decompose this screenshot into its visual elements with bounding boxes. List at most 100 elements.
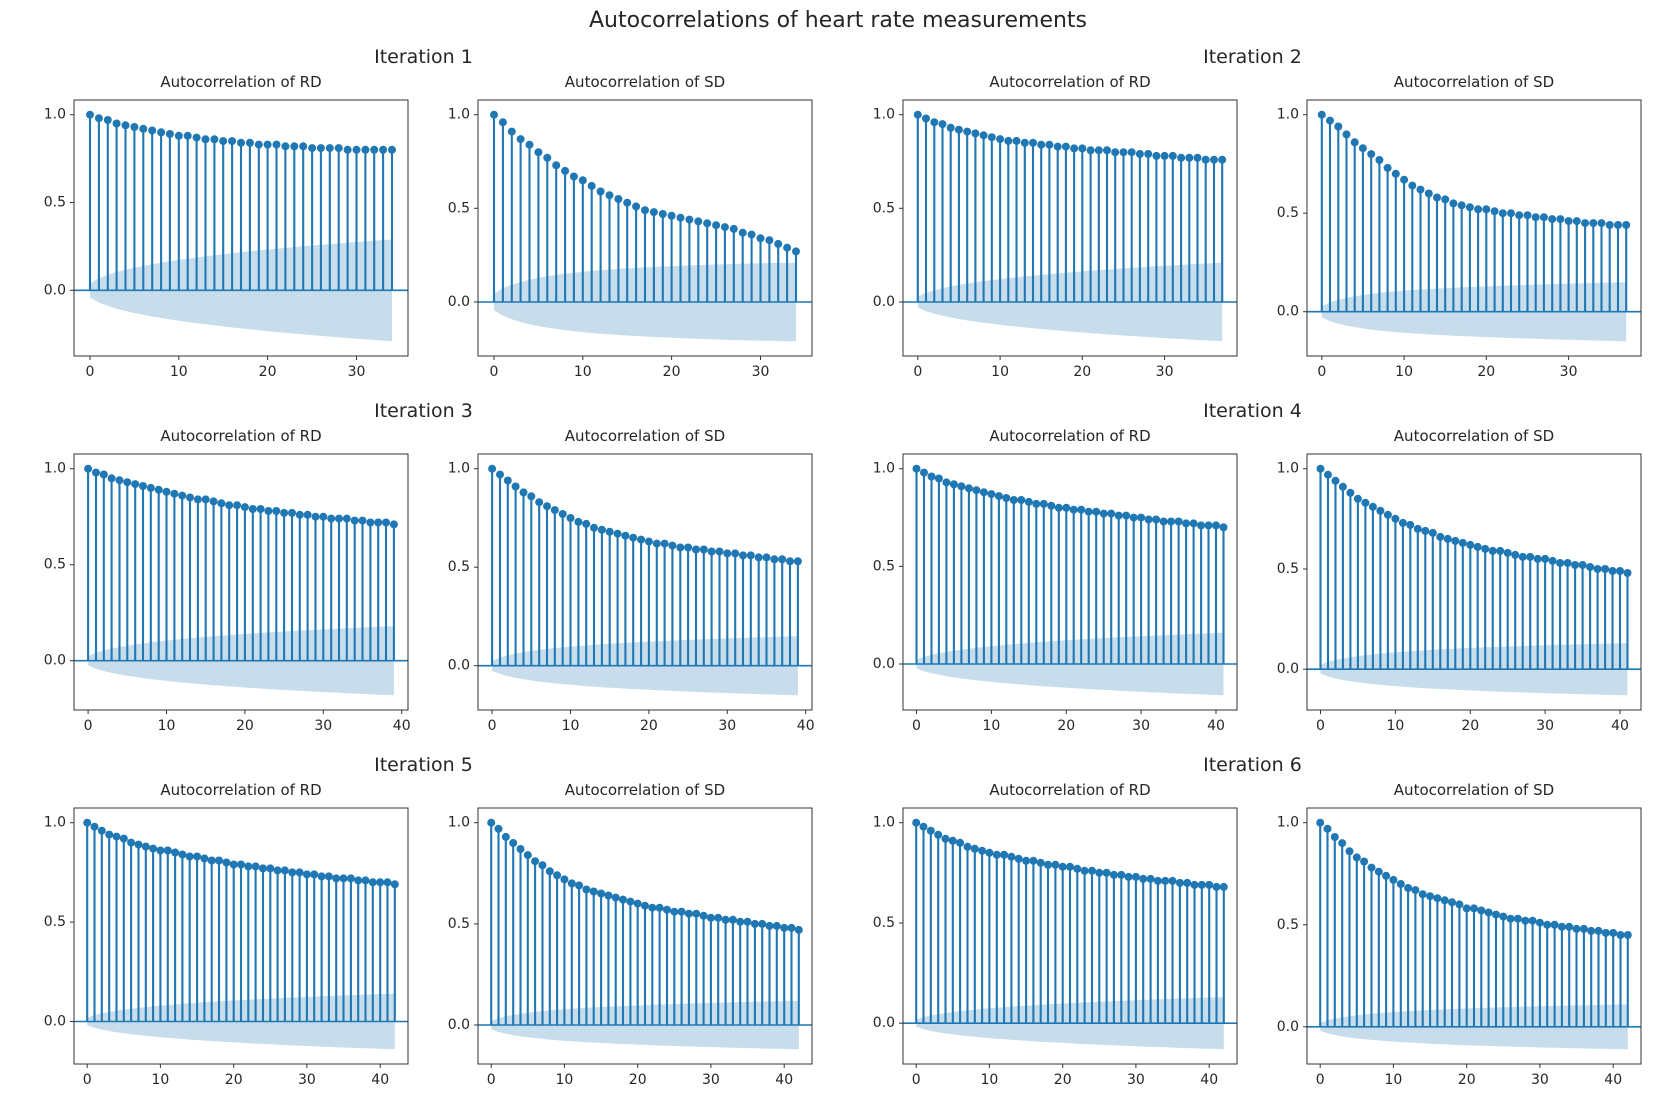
svg-text:0: 0 (1316, 718, 1325, 734)
svg-text:10: 10 (573, 364, 591, 380)
svg-text:1.0: 1.0 (1276, 107, 1298, 123)
panel-iteration-4: Iteration 4 Autocorrelation of RD 0 10 20 30 4… (851, 394, 1654, 746)
stem-markers (486, 818, 803, 934)
svg-text:20: 20 (1053, 1072, 1071, 1088)
svg-text:0.0: 0.0 (447, 294, 469, 310)
stem-markers (85, 110, 396, 154)
acf-chart-iteration-1-rd: Autocorrelation of RD 0 10 20 30 0.0 0.5 1.0 (43, 73, 408, 380)
subplot-title: Autocorrelation of SD (564, 781, 724, 799)
svg-text:30: 30 (751, 364, 769, 380)
svg-text:30: 30 (314, 718, 332, 734)
y-axis-ticks: 0.0 0.5 1.0 (872, 461, 903, 672)
svg-text:20: 20 (1461, 718, 1479, 734)
panel-charts-row: Autocorrelation of RD 0 10 20 30 40 0.0 0.5 1.0 A… (851, 424, 1654, 746)
panel-iteration-3: Iteration 3 Autocorrelation of RD 0 10 20 30 4… (22, 394, 825, 746)
y-axis-ticks: 0.0 0.5 1.0 (1276, 461, 1307, 677)
acf-chart-iteration-2-sd: Autocorrelation of SD 0 10 20 30 0.0 0.5 1.0 (1276, 73, 1641, 380)
panel-iteration-2: Iteration 2 Autocorrelation of RD 0 10 20 30 0… (851, 40, 1654, 392)
svg-text:10: 10 (982, 718, 1000, 734)
svg-text:20: 20 (235, 718, 253, 734)
svg-text:40: 40 (775, 1072, 793, 1088)
svg-text:20: 20 (258, 364, 276, 380)
panel-charts-row: Autocorrelation of RD 0 10 20 30 40 0.0 0.5 1.0 A… (22, 778, 825, 1100)
svg-text:0: 0 (1317, 364, 1326, 380)
subplot-title: Autocorrelation of SD (564, 427, 724, 445)
svg-text:20: 20 (1073, 364, 1091, 380)
acf-chart-iteration-5-rd: Autocorrelation of RD 0 10 20 30 40 0.0 0.5 1.0 (43, 781, 408, 1088)
y-axis-ticks: 0.0 0.5 1.0 (1276, 107, 1307, 320)
axes-box (1306, 453, 1641, 711)
x-axis-ticks: 0 10 20 30 40 (911, 1064, 1218, 1088)
svg-text:0.0: 0.0 (872, 294, 894, 310)
svg-text:0.0: 0.0 (447, 658, 469, 674)
svg-text:0.5: 0.5 (447, 559, 469, 575)
axes-box (477, 807, 812, 1065)
axes-box (73, 453, 408, 711)
svg-text:40: 40 (371, 1072, 389, 1088)
svg-text:0.0: 0.0 (447, 1017, 469, 1033)
x-axis-ticks: 0 10 20 30 40 (486, 1064, 793, 1088)
svg-text:0: 0 (486, 1072, 495, 1088)
stems (1318, 822, 1629, 1027)
axes-box (73, 99, 408, 357)
axes-box (73, 807, 408, 1065)
stems (914, 468, 1225, 664)
stem-markers (911, 818, 1228, 891)
stem-markers (82, 818, 399, 889)
svg-text:20: 20 (1457, 1072, 1475, 1088)
svg-text:30: 30 (1530, 1072, 1548, 1088)
x-axis-ticks: 0 10 20 30 (85, 356, 365, 380)
svg-text:0.5: 0.5 (1276, 917, 1298, 933)
y-axis-ticks: 0.0 0.5 1.0 (43, 815, 74, 1030)
svg-text:1.0: 1.0 (1276, 461, 1298, 477)
axes-box (477, 453, 812, 711)
svg-text:1.0: 1.0 (447, 107, 469, 123)
acf-chart-iteration-2-rd: Autocorrelation of RD 0 10 20 30 0.0 0.5 1.0 (872, 73, 1237, 380)
panel-title: Iteration 6 (1203, 754, 1302, 776)
axes-box (1306, 807, 1641, 1065)
svg-text:0: 0 (911, 1072, 920, 1088)
axes-box (902, 807, 1237, 1065)
svg-text:1.0: 1.0 (43, 461, 65, 477)
y-axis-ticks: 0.0 0.5 1.0 (1276, 815, 1307, 1035)
svg-text:0.0: 0.0 (1276, 661, 1298, 677)
svg-text:10: 10 (169, 364, 187, 380)
stem-markers (913, 110, 1226, 164)
x-axis-ticks: 0 10 20 30 (489, 356, 769, 380)
acf-chart-iteration-4-rd: Autocorrelation of RD 0 10 20 30 40 0.0 0.5 1.0 (872, 427, 1237, 734)
svg-text:30: 30 (718, 718, 736, 734)
x-axis-ticks: 0 10 20 30 40 (1315, 1064, 1622, 1088)
axes-box (902, 453, 1237, 711)
svg-text:1.0: 1.0 (43, 815, 65, 831)
svg-text:10: 10 (555, 1072, 573, 1088)
acf-chart-iteration-4-sd: Autocorrelation of SD 0 10 20 30 40 0.0 0.5 1.0 (1276, 427, 1641, 734)
subplot-title: Autocorrelation of RD (160, 73, 321, 91)
svg-text:0.5: 0.5 (872, 915, 894, 931)
subplot-title: Autocorrelation of RD (160, 781, 321, 799)
svg-text:30: 30 (347, 364, 365, 380)
stem-markers (489, 110, 800, 256)
svg-text:10: 10 (1384, 1072, 1402, 1088)
panel-title: Iteration 5 (374, 754, 473, 776)
svg-text:1.0: 1.0 (872, 815, 894, 831)
figure-title: Autocorrelations of heart rate measureme… (588, 8, 1088, 33)
svg-text:0.5: 0.5 (872, 200, 894, 216)
chart-wrap: Autocorrelation of RD 0 10 20 30 40 0.0 0.5 1.0 (26, 778, 418, 1100)
subplot-title: Autocorrelation of RD (160, 427, 321, 445)
chart-wrap: Autocorrelation of SD 0 10 20 30 40 0.0 0.5 1.0 (430, 424, 822, 746)
svg-text:0.0: 0.0 (43, 653, 65, 669)
panel-charts-row: Autocorrelation of RD 0 10 20 30 40 0.0 0.5 1.0 A… (851, 778, 1654, 1100)
chart-wrap: Autocorrelation of SD 0 10 20 30 0.0 0.5 1.0 (430, 70, 822, 392)
x-axis-ticks: 0 10 20 30 (1317, 356, 1577, 380)
svg-text:40: 40 (1611, 718, 1629, 734)
stem-markers (83, 464, 398, 529)
svg-text:20: 20 (1057, 718, 1075, 734)
svg-text:1.0: 1.0 (43, 107, 65, 123)
svg-text:0.5: 0.5 (1276, 205, 1298, 221)
svg-text:40: 40 (1604, 1072, 1622, 1088)
stems (490, 468, 799, 666)
y-axis-ticks: 0.0 0.5 1.0 (43, 461, 74, 669)
stems (1318, 468, 1629, 670)
y-axis-ticks: 0.0 0.5 1.0 (447, 107, 478, 310)
